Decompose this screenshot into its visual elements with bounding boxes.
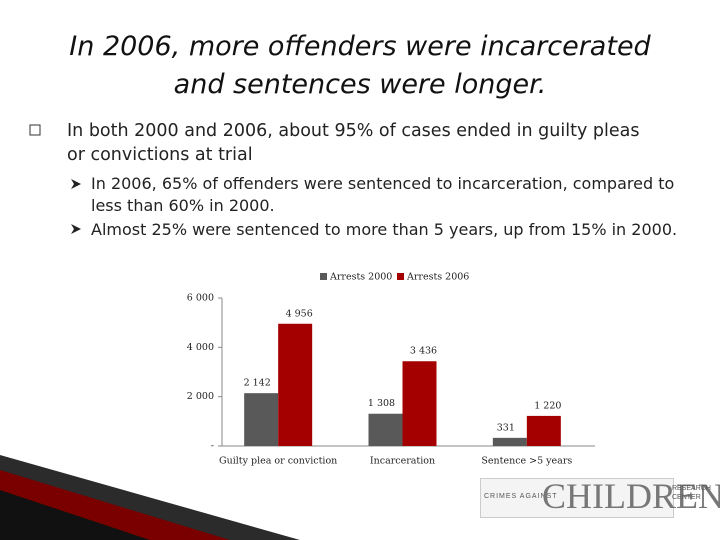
y-tick-label: 4 000 [187,342,214,353]
value-label: 3 436 [410,346,437,357]
bar [278,323,313,446]
bar [368,413,403,446]
value-label: 1 220 [534,400,561,411]
y-tick-label: - [211,441,214,452]
logo-left: CRIMES AGAINST [484,493,558,500]
legend-label: Arrests 2000 [329,272,392,283]
legend-label: Arrests 2006 [406,272,469,283]
logo-right: RESEARCH CENTER [672,485,711,501]
bar [402,361,437,446]
x-tick-label: Sentence >5 years [481,456,572,467]
legend-swatch [397,273,404,280]
value-label: 331 [497,422,515,433]
x-tick-label: Incarceration [370,456,435,467]
logo: CRIMES AGAINST CHILDREN RESEARCH CENTER [480,476,720,518]
bar [526,415,561,446]
slide-title: In 2006, more offenders were incarcerate… [69,31,651,100]
sub-bullet: Almost 25% were sentenced to more than 5… [91,220,678,239]
bar [244,393,279,446]
y-tick-label: 2 000 [187,391,214,402]
logo-main: CHILDREN [542,476,720,516]
value-label: 4 956 [286,308,313,319]
legend-swatch [320,273,327,280]
x-tick-label: Guilty plea or conviction [219,456,337,467]
bar [492,437,527,446]
value-label: 2 142 [244,378,271,389]
bullet: In both 2000 and 2006, about 95% of case… [67,121,640,165]
y-tick-label: 6 000 [187,293,214,304]
logo-box [480,478,674,518]
sub-bullet: In 2006, 65% of offenders were sentenced… [91,174,675,215]
value-label: 1 308 [368,398,395,409]
